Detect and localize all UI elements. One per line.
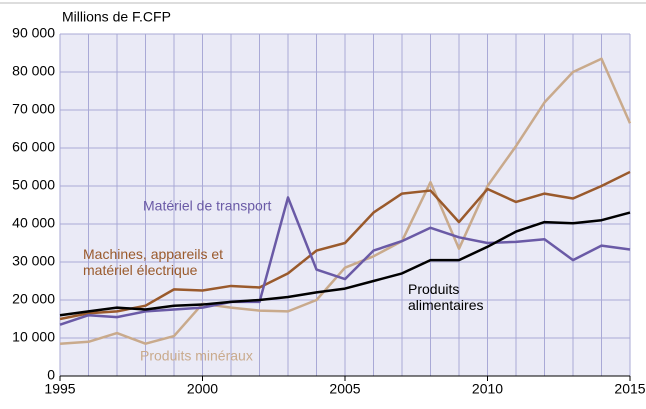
y-tick-label: 20 000 bbox=[12, 291, 55, 307]
y-tick-label: 50 000 bbox=[12, 177, 55, 193]
series-line bbox=[59, 196, 631, 326]
y-tick-label: 80 000 bbox=[12, 63, 55, 79]
series-label: Produits minéraux bbox=[140, 348, 253, 364]
x-tick-label: 2005 bbox=[329, 381, 360, 397]
x-tick-label: 2010 bbox=[472, 381, 503, 397]
series-line bbox=[59, 211, 631, 317]
y-tick-label: 60 000 bbox=[12, 139, 55, 155]
series-label: Machines, appareils et matériel électriqu… bbox=[83, 246, 223, 278]
y-tick-label: 70 000 bbox=[12, 101, 55, 117]
y-axis-label: Millions de F.CFP bbox=[62, 9, 171, 25]
series-line bbox=[59, 57, 632, 345]
x-tick-label: 2000 bbox=[187, 381, 218, 397]
series-line bbox=[59, 170, 631, 321]
series-label: Produits alimentaires bbox=[408, 281, 483, 313]
x-tick-label: 2015 bbox=[614, 381, 645, 397]
y-tick-label: 90 000 bbox=[12, 25, 55, 41]
x-tick-label: 1995 bbox=[44, 381, 75, 397]
y-tick-label: 10 000 bbox=[12, 329, 55, 345]
y-tick-label: 40 000 bbox=[12, 215, 55, 231]
y-tick-label: 30 000 bbox=[12, 253, 55, 269]
y-tick-label: 0 bbox=[47, 367, 55, 383]
series-label: Matériel de transport bbox=[143, 198, 272, 214]
